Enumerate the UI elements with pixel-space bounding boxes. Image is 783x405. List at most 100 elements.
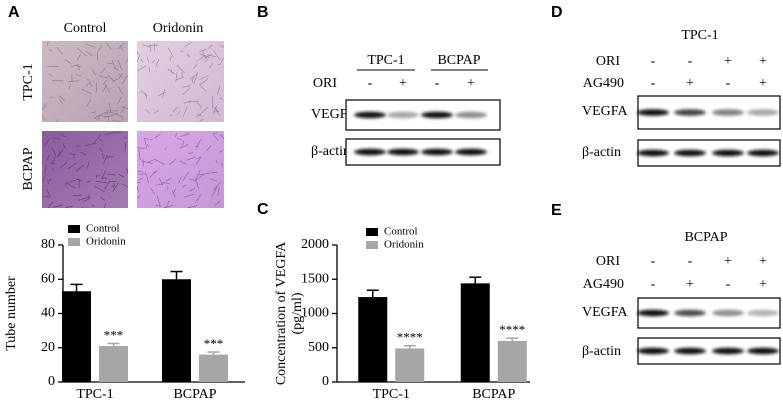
texture: [85, 81, 91, 87]
texture: [56, 47, 63, 55]
texture: [76, 74, 82, 77]
y-tick-label: 40: [41, 306, 55, 321]
x-tick-label: BCPAP: [173, 387, 216, 402]
texture: [140, 59, 144, 62]
texture: [178, 176, 183, 184]
texture: [137, 147, 145, 149]
band: [747, 109, 779, 116]
texture: [186, 53, 191, 57]
texture: [196, 100, 199, 105]
texture: [136, 65, 147, 72]
texture: [192, 75, 194, 83]
texture: [64, 58, 72, 65]
sign: -: [651, 277, 656, 292]
texture: [153, 110, 159, 114]
texture: [136, 51, 139, 55]
texture: [189, 187, 196, 192]
texture: [195, 138, 202, 148]
texture: [196, 55, 205, 62]
y-tick-label: 0: [48, 374, 55, 389]
band: [637, 109, 669, 116]
texture: [169, 114, 173, 117]
error-bar: [403, 344, 416, 349]
texture: [199, 75, 209, 80]
sign: +: [724, 254, 732, 269]
texture: [65, 181, 76, 189]
treatment-label: AG490: [583, 76, 624, 91]
texture: [174, 133, 178, 137]
texture: [117, 96, 122, 105]
texture: [107, 74, 115, 82]
x-tick-label: TPC-1: [76, 387, 113, 402]
blot-label: VEGFA: [582, 305, 629, 320]
texture: [104, 83, 111, 93]
texture: [187, 205, 198, 209]
y-axis-label: Tube number: [4, 276, 19, 351]
band: [712, 347, 744, 355]
texture: [176, 138, 182, 140]
legend-label: Oridonin: [86, 236, 126, 248]
bar: [162, 279, 191, 382]
texture: [49, 96, 54, 99]
sign: +: [759, 254, 767, 269]
texture: [108, 102, 112, 114]
group-label: TPC-1: [367, 53, 404, 68]
texture: [138, 177, 144, 180]
blot-label: β-actin: [582, 145, 621, 160]
texture: [58, 149, 61, 157]
sign: -: [688, 54, 693, 69]
y-tick-label: 1000: [301, 306, 329, 321]
texture: [78, 196, 90, 201]
texture: [120, 114, 124, 121]
sign: +: [467, 76, 475, 91]
texture: [113, 183, 116, 189]
legend-label: Control: [384, 226, 418, 238]
texture: [41, 174, 47, 182]
texture: [75, 164, 84, 172]
texture: [104, 132, 114, 136]
texture: [199, 106, 209, 116]
band: [455, 148, 487, 156]
texture: [188, 152, 193, 154]
bar: [395, 348, 425, 382]
texture: [112, 131, 122, 134]
texture: [141, 44, 151, 48]
texture: [171, 190, 176, 198]
blot-label: β-actin: [582, 344, 621, 359]
texture: [95, 186, 105, 193]
treatment-label: ORI: [313, 76, 337, 91]
texture: [96, 175, 101, 177]
texture: [170, 69, 173, 74]
texture: [151, 60, 156, 63]
texture: [77, 48, 87, 57]
row-label: TPC-1: [21, 63, 36, 100]
micrograph: [137, 41, 224, 122]
band: [712, 149, 744, 157]
texture: [188, 179, 196, 181]
sign: -: [435, 76, 440, 91]
texture: [141, 160, 153, 164]
texture: [94, 112, 105, 119]
micrograph: [42, 131, 128, 208]
legend-swatch: [366, 228, 378, 236]
texture: [199, 53, 211, 59]
texture: [136, 187, 139, 192]
texture: [41, 115, 46, 120]
texture: [76, 63, 81, 71]
texture: [88, 193, 90, 199]
legend-swatch: [68, 225, 80, 233]
texture: [117, 86, 123, 95]
texture: [107, 173, 116, 176]
bar: [62, 291, 91, 382]
texture: [41, 194, 44, 198]
panel-label: B: [257, 4, 269, 21]
error-bar: [366, 289, 379, 298]
texture: [136, 195, 141, 199]
sign: -: [651, 54, 656, 69]
texture: [155, 183, 166, 186]
texture: [169, 56, 172, 62]
row-label: BCPAP: [21, 147, 36, 190]
texture: [53, 204, 63, 208]
texture: [181, 133, 190, 137]
